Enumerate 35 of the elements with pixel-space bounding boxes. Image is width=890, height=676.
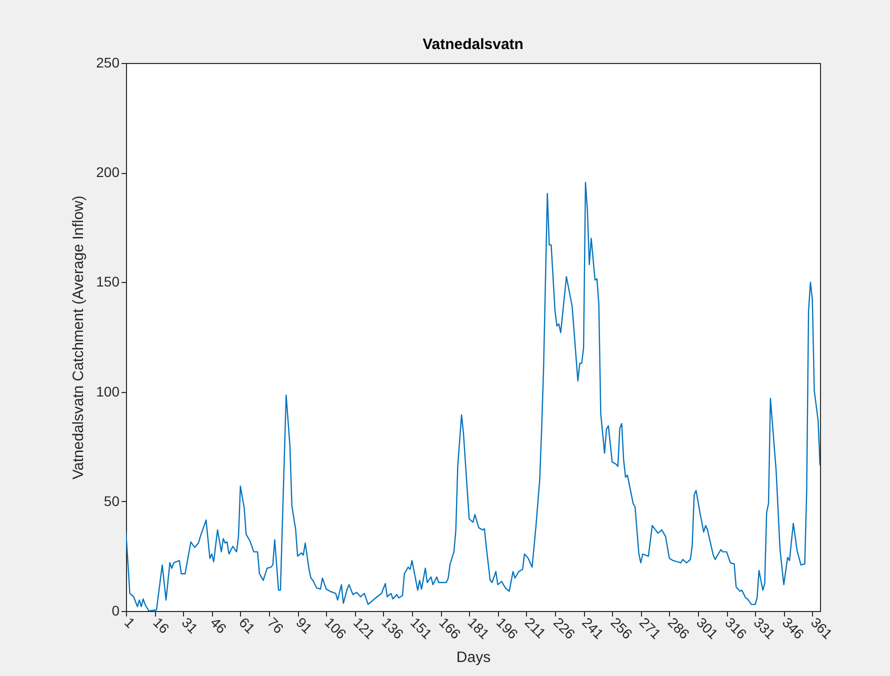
x-tick-label: 136 <box>378 614 407 642</box>
chart-title: Vatnedalsvatn <box>422 36 524 53</box>
y-tick-label: 0 <box>112 602 120 618</box>
y-axis-title: Vatnedalsvatn Catchment (Average Inflow) <box>70 196 88 480</box>
x-tick-label: 346 <box>779 614 808 642</box>
x-tick-label: 316 <box>722 614 750 642</box>
x-tick-label: 256 <box>608 614 636 642</box>
line-series <box>126 182 820 611</box>
x-tick-label: 91 <box>293 614 316 637</box>
x-tick-label: 241 <box>579 614 608 642</box>
y-tick-label: 100 <box>96 383 120 400</box>
x-tick-label: 331 <box>750 614 779 642</box>
y-tick-label: 50 <box>104 492 120 509</box>
x-tick-label: 1 <box>122 614 139 632</box>
x-tick-label: 196 <box>493 614 522 642</box>
y-tick-label: 150 <box>96 274 120 290</box>
x-tick-label: 151 <box>408 614 436 642</box>
x-tick-label: 46 <box>207 614 230 637</box>
x-tick-label: 166 <box>436 614 464 642</box>
x-tick-label: 76 <box>264 614 288 637</box>
x-tick-label: 361 <box>808 614 836 642</box>
x-tick-label: 301 <box>694 614 722 642</box>
x-tick-label: 16 <box>150 614 173 637</box>
y-tick-label: 250 <box>96 54 120 70</box>
y-tick-label: 200 <box>96 164 120 180</box>
x-tick-label: 106 <box>322 614 350 642</box>
x-tick-label: 271 <box>636 614 664 642</box>
x-tick-label: 121 <box>350 614 378 642</box>
x-tick-label: 181 <box>464 614 493 642</box>
x-tick-label: 211 <box>522 614 550 642</box>
x-tick-label: 286 <box>664 614 693 642</box>
x-tick-label: 61 <box>236 614 258 637</box>
x-axis-title: Days <box>456 648 491 666</box>
x-tick-label: 226 <box>550 614 579 642</box>
x-tick-label: 31 <box>178 614 202 637</box>
